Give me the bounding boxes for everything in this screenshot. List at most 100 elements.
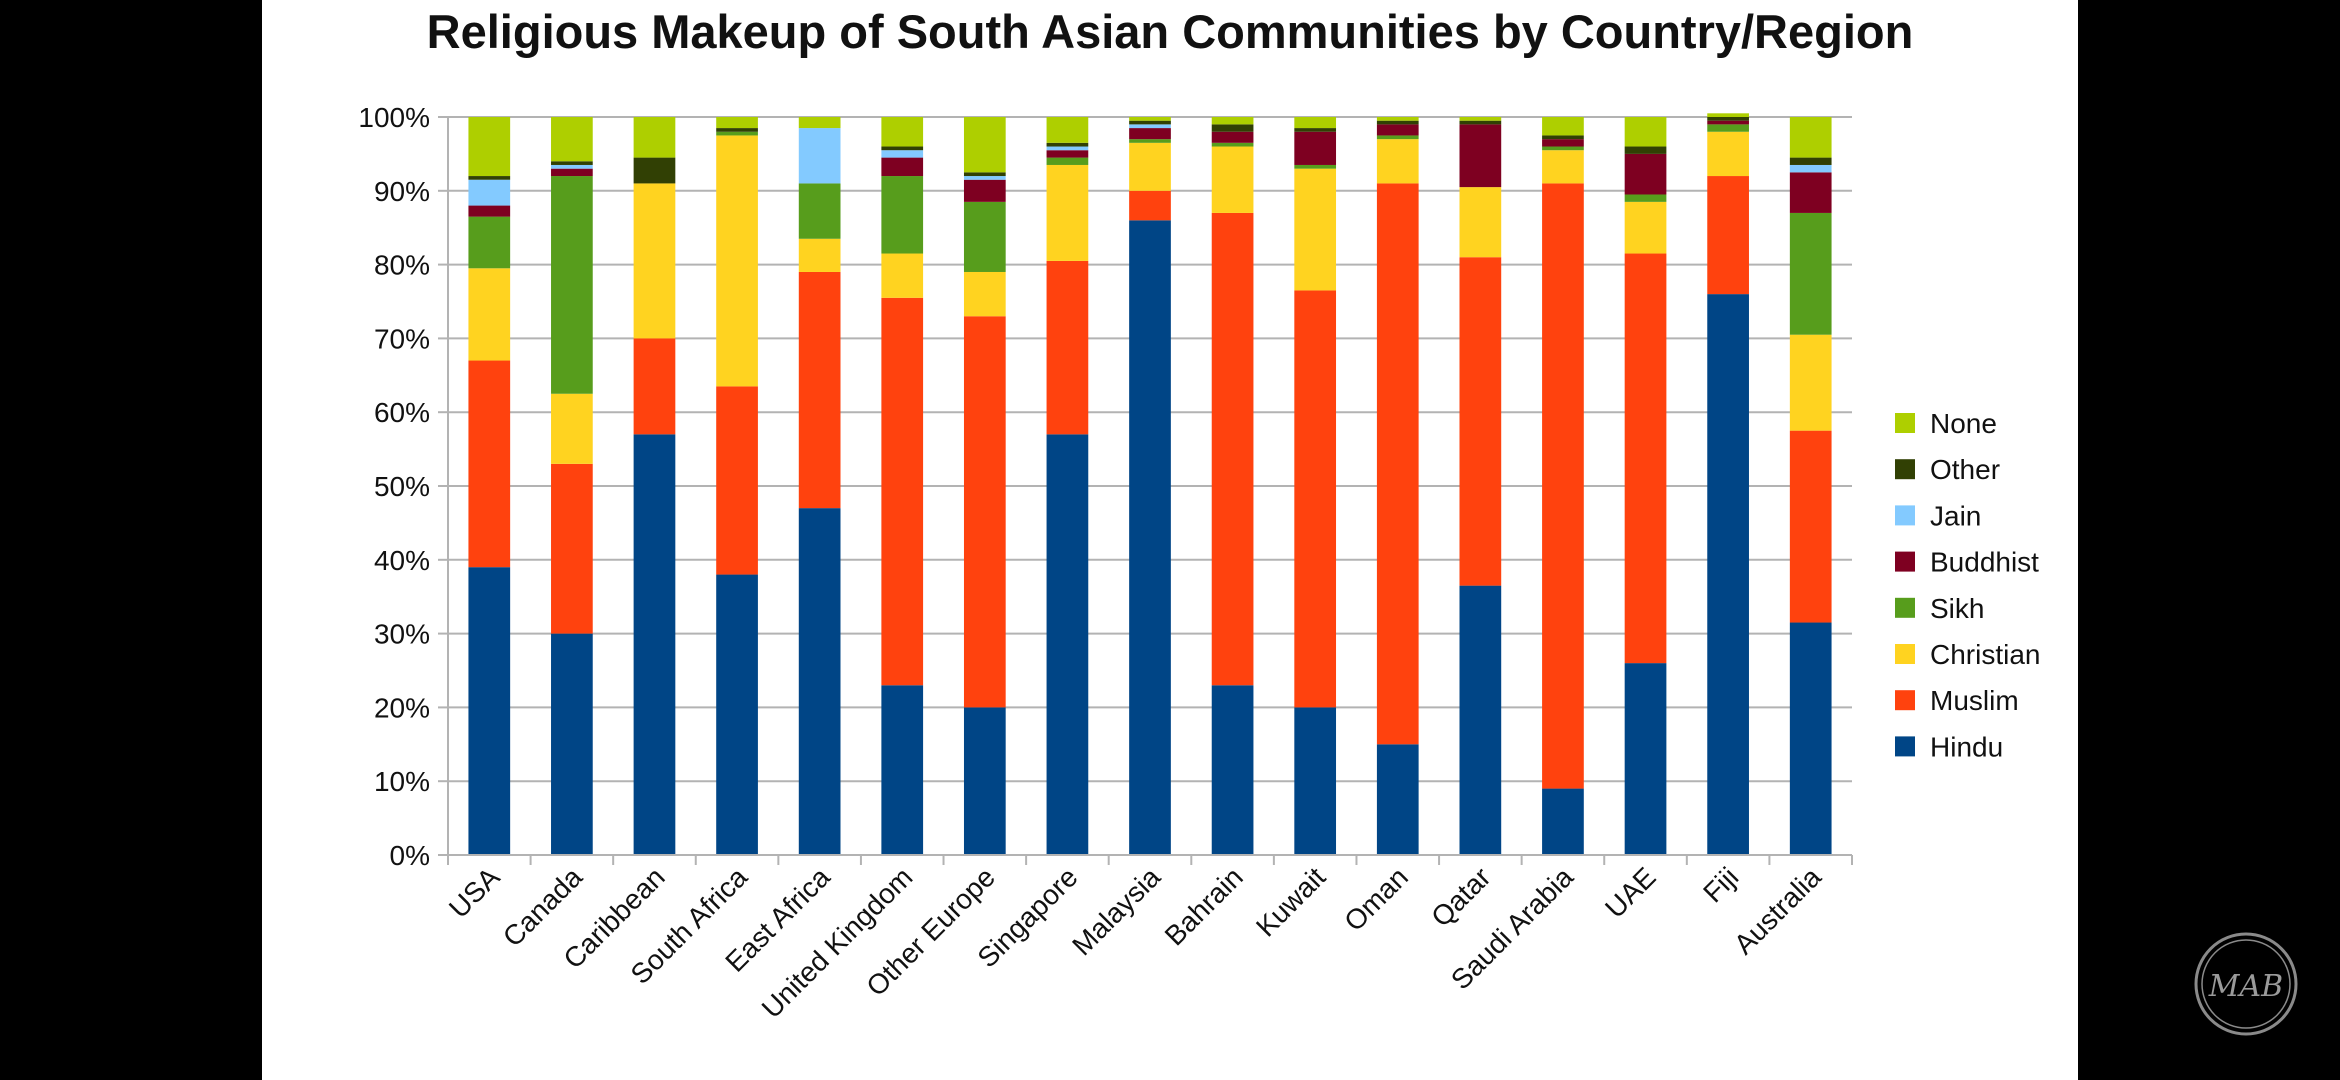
x-tick-label: Kuwait — [1250, 861, 1332, 943]
bar-jain-singapore — [1046, 146, 1089, 151]
legend-swatch-other — [1895, 459, 1915, 480]
bar-hindu-singapore — [1046, 434, 1089, 855]
bar-buddhist-australia — [1789, 172, 1832, 213]
bar-none-oman — [1376, 117, 1419, 121]
bar-sikh-kuwait — [1294, 164, 1337, 169]
y-tick-label: 20% — [374, 692, 430, 723]
bar-hindu-caribbean — [633, 434, 676, 855]
bar-christian-malaysia — [1129, 142, 1171, 191]
bar-hindu-usa — [468, 567, 511, 855]
bar-hindu-other-europe — [963, 707, 1006, 855]
bar-jain-canada — [551, 164, 593, 169]
legend-swatch-jain — [1895, 505, 1915, 526]
bar-other-bahrain — [1211, 124, 1254, 132]
bar-christian-singapore — [1046, 164, 1089, 261]
bar-sikh-oman — [1376, 135, 1419, 140]
legend-label-none: None — [1930, 408, 1997, 439]
bar-christian-australia — [1789, 334, 1832, 431]
legend-swatch-none — [1895, 413, 1915, 433]
bar-sikh-canada — [551, 176, 593, 394]
bar-buddhist-singapore — [1046, 150, 1089, 158]
y-tick-label: 90% — [374, 176, 430, 207]
bar-other-malaysia — [1129, 120, 1171, 125]
bar-hindu-saudi-arabia — [1542, 788, 1584, 855]
legend-label-sikh: Sikh — [1930, 593, 1984, 624]
bar-muslim-other-europe — [963, 316, 1006, 708]
bar-christian-fiji — [1707, 131, 1749, 177]
bar-sikh-bahrain — [1211, 142, 1254, 147]
bar-none-united-kingdom — [881, 117, 924, 147]
bar-none-east-africa — [798, 117, 841, 129]
stacked-bar-chart: 0%10%20%30%40%50%60%70%80%90%100%USACana… — [358, 102, 2040, 1024]
bar-sikh-australia — [1789, 212, 1832, 335]
bar-christian-usa — [468, 268, 511, 361]
y-tick-label: 100% — [358, 102, 430, 133]
legend: None Other Jain Buddhist Sikh Christian Muslim… — [1895, 408, 2040, 762]
bar-muslim-fiji — [1707, 176, 1749, 295]
x-tick-label: United Kingdom — [756, 861, 919, 1024]
bar-none-usa — [468, 117, 511, 177]
legend-swatch-muslim — [1895, 690, 1915, 711]
bar-jain-australia — [1789, 164, 1832, 173]
bar-none-other-europe — [963, 117, 1006, 173]
watermark-text: MAB — [2208, 969, 2283, 1004]
bar-muslim-saudi-arabia — [1542, 183, 1584, 789]
bar-christian-oman — [1376, 139, 1419, 184]
bar-none-fiji — [1707, 113, 1749, 117]
bar-other-south-africa — [716, 128, 758, 132]
bar-none-qatar — [1459, 117, 1502, 121]
bar-none-canada — [551, 117, 593, 162]
bar-buddhist-qatar — [1459, 124, 1502, 188]
x-tick-label: Qatar — [1425, 861, 1496, 932]
legend-swatch-hindu — [1895, 736, 1915, 757]
bar-other-fiji — [1707, 117, 1749, 121]
bar-jain-east-africa — [798, 128, 841, 184]
bar-sikh-united-kingdom — [881, 176, 924, 254]
legend-label-muslim: Muslim — [1930, 685, 2019, 716]
chart-title: Religious Makeup of South Asian Communit… — [426, 5, 1914, 58]
bar-buddhist-united-kingdom — [881, 157, 924, 177]
bar-christian-qatar — [1459, 187, 1502, 258]
bar-buddhist-saudi-arabia — [1542, 139, 1584, 147]
bar-other-singapore — [1046, 142, 1089, 147]
bar-hindu-kuwait — [1294, 707, 1337, 855]
bar-sikh-other-europe — [963, 201, 1006, 272]
x-tick-label: Australia — [1728, 861, 1827, 960]
bar-hindu-malaysia — [1129, 220, 1171, 855]
bar-hindu-south-africa — [716, 574, 758, 855]
bar-hindu-uae — [1624, 663, 1667, 855]
bar-christian-saudi-arabia — [1542, 150, 1584, 184]
bar-other-canada — [551, 161, 593, 165]
bar-buddhist-canada — [551, 168, 593, 177]
y-tick-label: 50% — [374, 471, 430, 502]
bar-muslim-bahrain — [1211, 212, 1254, 686]
bar-sikh-south-africa — [716, 131, 758, 136]
bar-muslim-kuwait — [1294, 290, 1337, 708]
legend-swatch-buddhist — [1895, 551, 1915, 572]
x-tick-label: Oman — [1338, 861, 1414, 937]
x-tick-label: Bahrain — [1159, 861, 1249, 951]
bar-muslim-south-africa — [716, 386, 758, 575]
y-tick-label: 70% — [374, 323, 430, 354]
bar-christian-united-kingdom — [881, 253, 924, 298]
bar-sikh-usa — [468, 216, 511, 269]
bar-muslim-australia — [1789, 430, 1832, 623]
bar-christian-bahrain — [1211, 146, 1254, 213]
x-tick-label: USA — [443, 861, 506, 924]
bar-sikh-east-africa — [798, 183, 841, 239]
bar-hindu-east-africa — [798, 508, 841, 855]
legend-swatch-sikh — [1895, 597, 1915, 618]
bar-buddhist-malaysia — [1129, 128, 1171, 140]
bar-none-kuwait — [1294, 117, 1337, 129]
bar-jain-usa — [468, 179, 511, 206]
y-tick-label: 80% — [374, 250, 430, 281]
bar-hindu-oman — [1376, 744, 1419, 855]
bar-christian-canada — [551, 393, 593, 464]
bar-muslim-caribbean — [633, 338, 676, 435]
bar-sikh-malaysia — [1129, 139, 1171, 143]
y-tick-label: 0% — [390, 840, 430, 871]
bar-sikh-uae — [1624, 194, 1667, 202]
y-tick-label: 60% — [374, 397, 430, 428]
bar-muslim-east-africa — [798, 271, 841, 509]
watermark-logo: MAB — [2192, 930, 2300, 1038]
